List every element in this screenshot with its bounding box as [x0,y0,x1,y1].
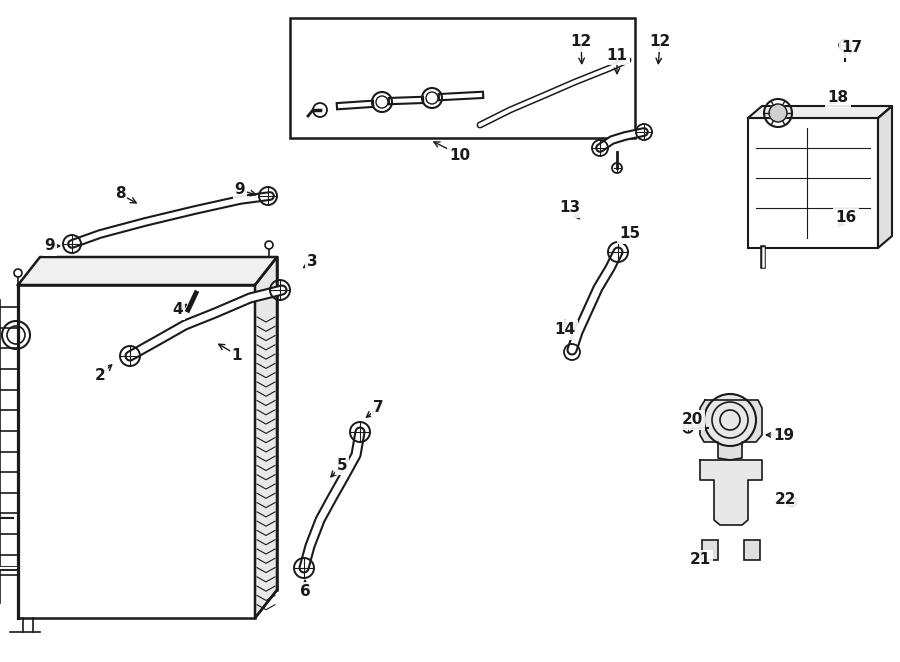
FancyBboxPatch shape [702,540,718,560]
Text: 12: 12 [571,34,591,50]
Text: 17: 17 [842,40,862,56]
Text: 16: 16 [835,211,857,226]
Text: 21: 21 [689,553,711,567]
FancyBboxPatch shape [748,118,878,248]
Text: 15: 15 [619,226,641,242]
Circle shape [683,423,693,433]
Circle shape [839,39,851,51]
Text: 18: 18 [827,91,849,105]
Text: 20: 20 [681,412,703,428]
Polygon shape [255,257,277,618]
Polygon shape [748,106,892,118]
FancyBboxPatch shape [744,540,760,560]
FancyBboxPatch shape [290,18,635,138]
FancyBboxPatch shape [18,285,255,618]
Text: 22: 22 [775,493,796,508]
Circle shape [842,42,849,48]
Circle shape [704,394,756,446]
Text: 9: 9 [235,183,246,197]
Text: 8: 8 [114,187,125,201]
Text: 5: 5 [337,457,347,473]
Text: 9: 9 [45,238,55,254]
Text: 6: 6 [300,585,310,600]
Circle shape [789,499,795,505]
Circle shape [769,104,787,122]
Text: 2: 2 [94,367,105,383]
Text: 19: 19 [773,428,795,442]
Text: 3: 3 [307,254,318,269]
Polygon shape [18,257,277,285]
Text: 14: 14 [554,322,576,338]
Polygon shape [700,460,762,525]
Polygon shape [878,106,892,248]
Text: 7: 7 [373,401,383,416]
Circle shape [685,425,691,431]
Text: 1: 1 [232,348,242,363]
Text: 11: 11 [607,48,627,62]
Text: 4: 4 [173,303,184,318]
Text: 12: 12 [650,34,670,50]
Text: 13: 13 [560,201,580,216]
Text: 10: 10 [449,148,471,162]
Circle shape [787,497,797,507]
Polygon shape [700,400,762,460]
